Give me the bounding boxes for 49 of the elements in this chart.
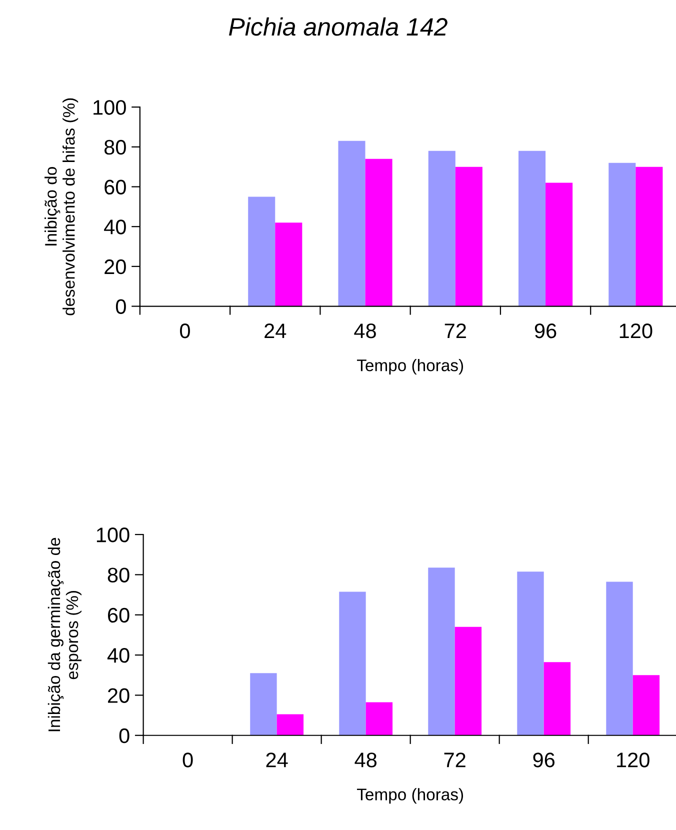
bar [428, 150, 456, 306]
bar [632, 675, 660, 736]
x-tick-label: 48 [354, 752, 377, 768]
bar [517, 572, 544, 736]
bar [275, 222, 302, 306]
x-tick-label: 0 [182, 752, 193, 768]
y-axis-title: Inibição do desenvolvimento de hifas (%) [44, 98, 78, 316]
y-tick-label: 80 [108, 568, 130, 582]
bar [366, 702, 393, 736]
bar [455, 166, 482, 306]
bar [606, 582, 633, 736]
y-tick-label: 20 [104, 259, 126, 274]
y-axis-title: Inibição da germinação de esporos (%) [48, 538, 82, 732]
x-tick-label: 120 [617, 752, 650, 768]
y-tick-label: 60 [104, 180, 126, 195]
y-tick-label: 60 [108, 608, 130, 623]
chart-title: Pichia anomala 142 [228, 17, 448, 36]
bar [546, 182, 573, 306]
bar [428, 568, 455, 736]
y-tick-label: 40 [104, 220, 126, 234]
y-tick-label: 100 [94, 100, 126, 115]
x-tick-label: 96 [534, 323, 556, 338]
bar [365, 158, 392, 306]
bar [250, 673, 277, 736]
bar [339, 592, 366, 736]
y-tick-label: 0 [116, 299, 126, 314]
bar [338, 140, 366, 306]
y-tick-label: 40 [107, 648, 130, 663]
x-tick-label: 96 [533, 752, 555, 768]
x-tick-label: 24 [264, 323, 286, 338]
y-tick-label: 100 [96, 528, 130, 542]
x-tick-label: 72 [444, 323, 466, 338]
bar [608, 162, 636, 306]
x-tick-label: 48 [354, 323, 376, 338]
y-tick-label: 0 [119, 728, 130, 744]
bar [248, 196, 276, 306]
x-axis-title: Tempo (horas) [356, 359, 464, 375]
bar [518, 150, 546, 306]
x-tick-label: 24 [266, 752, 288, 768]
x-tick-label: 72 [444, 752, 466, 768]
x-axis-title: Tempo (horas) [356, 788, 464, 804]
x-tick-label: 120 [620, 323, 652, 338]
x-tick-label: 0 [180, 323, 190, 338]
bar [454, 626, 482, 736]
y-tick-label: 80 [104, 140, 126, 155]
bar [636, 166, 663, 306]
y-tick-label: 20 [108, 688, 130, 703]
bar [544, 662, 571, 736]
bar [276, 714, 304, 736]
